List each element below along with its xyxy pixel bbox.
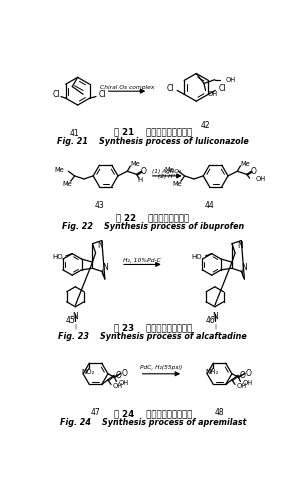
Text: 44: 44 bbox=[205, 201, 214, 210]
Text: OH: OH bbox=[237, 383, 247, 389]
Text: OH: OH bbox=[119, 380, 129, 386]
Text: Fig. 22    Synthesis process of ibuprofen: Fig. 22 Synthesis process of ibuprofen bbox=[62, 222, 244, 231]
Text: Fig. 24    Synthesis process of apremilast: Fig. 24 Synthesis process of apremilast bbox=[60, 418, 246, 427]
Text: OH: OH bbox=[226, 76, 236, 83]
Text: Cl: Cl bbox=[167, 84, 174, 93]
Text: O: O bbox=[246, 369, 252, 378]
Text: Fig. 21    Synthesis process of luliconazole: Fig. 21 Synthesis process of luliconazol… bbox=[57, 137, 249, 146]
Text: 46: 46 bbox=[205, 316, 215, 325]
Text: H₂, 10%Pd-C: H₂, 10%Pd-C bbox=[123, 258, 161, 263]
Text: Cl: Cl bbox=[53, 90, 60, 99]
Text: PdC, H₂(55psi): PdC, H₂(55psi) bbox=[140, 365, 182, 370]
Text: |: | bbox=[214, 323, 216, 329]
Text: NH₂: NH₂ bbox=[205, 369, 219, 376]
Text: Fig. 23    Synthesis process of alcaftadine: Fig. 23 Synthesis process of alcaftadine bbox=[59, 332, 247, 341]
Text: OH: OH bbox=[112, 383, 123, 389]
Text: Me: Me bbox=[55, 167, 65, 173]
Text: 41: 41 bbox=[70, 129, 80, 138]
Text: H: H bbox=[138, 177, 143, 183]
Text: Me: Me bbox=[130, 161, 140, 167]
Text: |: | bbox=[74, 323, 76, 329]
Text: 图 22    布洛芬的合成工艺: 图 22 布洛芬的合成工艺 bbox=[116, 214, 189, 223]
Text: HO: HO bbox=[52, 254, 63, 260]
Text: O: O bbox=[116, 371, 122, 380]
Text: 45: 45 bbox=[66, 316, 76, 325]
Text: 43: 43 bbox=[94, 201, 104, 210]
Text: Cl: Cl bbox=[98, 90, 106, 99]
Text: N: N bbox=[212, 312, 218, 321]
Text: Me: Me bbox=[172, 181, 182, 187]
Text: Me: Me bbox=[240, 161, 250, 167]
Text: OH: OH bbox=[208, 91, 218, 97]
Text: 图 24    阿普斯特的合成工艺: 图 24 阿普斯特的合成工艺 bbox=[114, 409, 192, 418]
Text: O: O bbox=[141, 167, 147, 176]
Text: N: N bbox=[72, 312, 78, 321]
Text: OH: OH bbox=[243, 380, 253, 386]
Text: Me: Me bbox=[165, 167, 175, 173]
Text: 图 21    卢立康唑的合成工艺: 图 21 卢立康唑的合成工艺 bbox=[114, 127, 192, 136]
Text: O: O bbox=[122, 369, 128, 378]
Text: (1) AgNO₃: (1) AgNO₃ bbox=[152, 169, 181, 174]
Text: 47: 47 bbox=[91, 408, 100, 417]
Text: 图 23    阿卡他定的合成工艺: 图 23 阿卡他定的合成工艺 bbox=[114, 323, 192, 332]
Text: NO₂: NO₂ bbox=[81, 369, 94, 376]
Text: N: N bbox=[97, 242, 103, 250]
Text: O: O bbox=[240, 371, 246, 380]
Text: HO: HO bbox=[192, 254, 202, 260]
Text: 42: 42 bbox=[201, 121, 210, 130]
Text: Cl: Cl bbox=[219, 84, 226, 93]
Text: (2) H⁺: (2) H⁺ bbox=[158, 174, 176, 179]
Text: 48: 48 bbox=[215, 408, 224, 417]
Text: N: N bbox=[102, 263, 108, 272]
Text: N: N bbox=[237, 242, 242, 250]
Text: N: N bbox=[242, 263, 247, 272]
Text: Me: Me bbox=[62, 181, 72, 187]
Text: OH: OH bbox=[255, 176, 265, 182]
Text: O: O bbox=[251, 167, 257, 176]
Text: Chiral Os complex: Chiral Os complex bbox=[100, 85, 154, 90]
